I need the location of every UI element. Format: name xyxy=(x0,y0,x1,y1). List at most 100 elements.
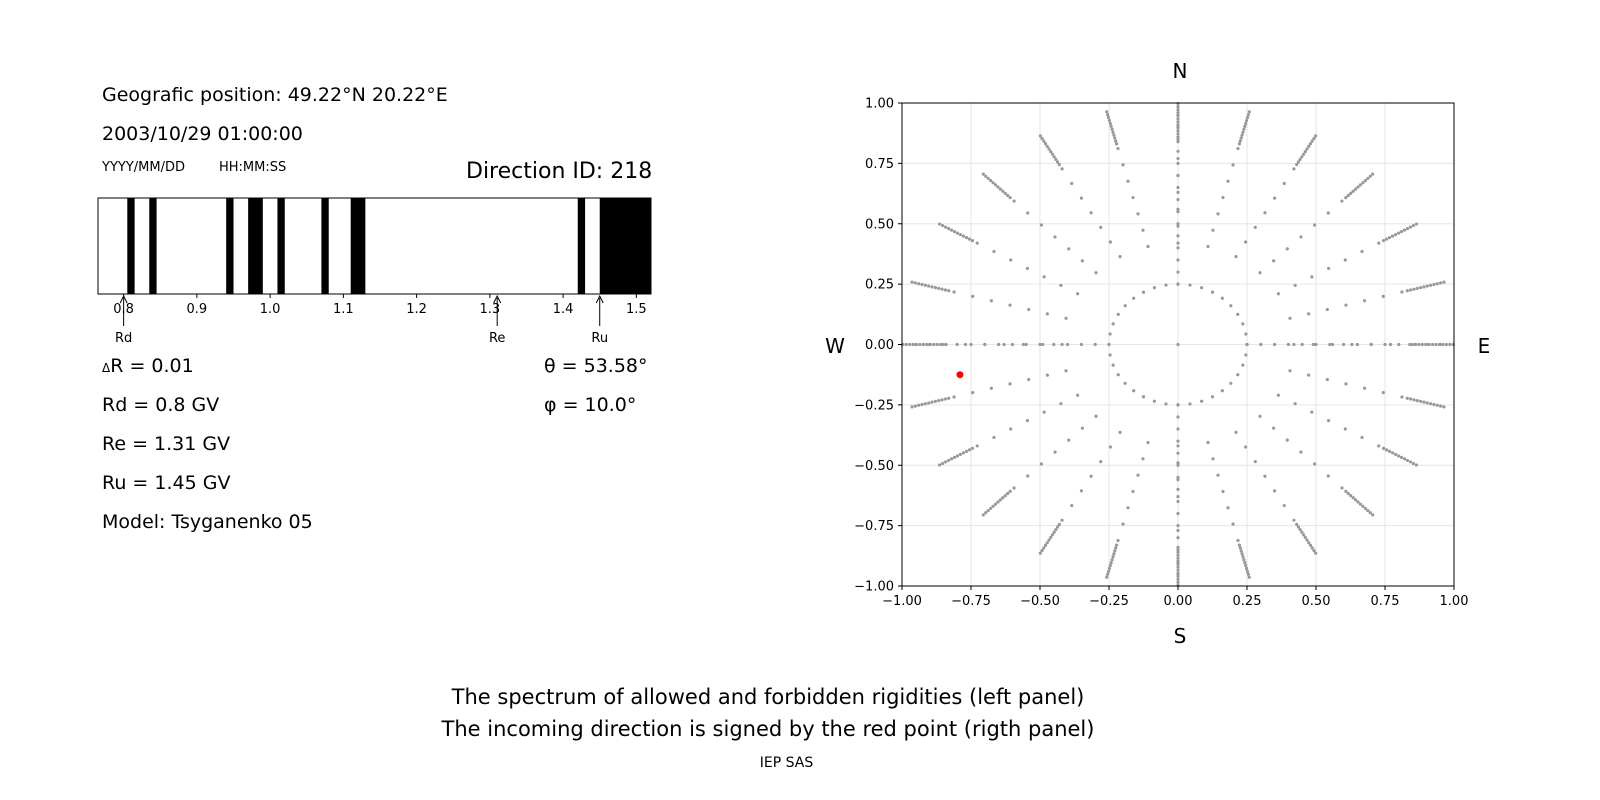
direction-point xyxy=(1108,353,1112,357)
direction-point xyxy=(1343,427,1347,431)
direction-point xyxy=(996,500,1000,504)
direction-point xyxy=(1050,152,1055,156)
direction-point xyxy=(1305,538,1309,542)
direction-point xyxy=(961,234,966,238)
direction-point xyxy=(1371,513,1375,517)
direction-point xyxy=(941,342,945,347)
direction-point xyxy=(1176,550,1180,554)
direction-point xyxy=(1303,535,1307,540)
direction-point xyxy=(1438,342,1442,347)
direction-point xyxy=(1435,282,1439,286)
direction-point xyxy=(1176,553,1180,557)
direction-point xyxy=(1349,494,1353,498)
direction-point xyxy=(1282,181,1286,186)
direction-point xyxy=(921,342,925,347)
direction-point xyxy=(910,280,914,284)
direction-point xyxy=(1111,555,1115,559)
direction-point xyxy=(940,223,945,228)
direction-point xyxy=(1307,373,1311,377)
direction-point xyxy=(1246,572,1250,576)
direction-point xyxy=(1176,282,1180,286)
direction-point xyxy=(1176,565,1180,569)
direction-point xyxy=(1176,135,1180,139)
direction-point xyxy=(1003,191,1007,195)
direction-point xyxy=(1346,193,1350,198)
direction-point xyxy=(1176,111,1180,115)
direction-point xyxy=(1176,415,1180,419)
direction-point xyxy=(1176,487,1180,491)
marker-label: Re xyxy=(489,331,505,346)
direction-point xyxy=(1176,125,1180,129)
direction-point xyxy=(1176,560,1180,564)
direction-point xyxy=(1405,289,1409,293)
direction-point xyxy=(910,405,914,409)
direction-point xyxy=(1310,275,1314,279)
direction-point xyxy=(1047,147,1051,151)
y-tick-label: 1.00 xyxy=(865,97,894,112)
direction-point xyxy=(1176,161,1180,165)
direction-point xyxy=(955,231,960,235)
direction-point xyxy=(1110,558,1114,562)
direction-point xyxy=(1176,258,1180,262)
direction-point xyxy=(1425,284,1429,288)
direction-point xyxy=(1240,133,1244,137)
x-tick-label: 1.3 xyxy=(480,302,501,317)
direction-point xyxy=(952,290,956,294)
direction-point xyxy=(1371,172,1375,176)
direction-point xyxy=(1390,234,1395,238)
direction-point xyxy=(937,286,941,291)
direction-point xyxy=(1025,418,1030,423)
direction-point xyxy=(1350,342,1354,347)
direction-point xyxy=(1211,457,1215,461)
x-tick-label: −0.50 xyxy=(1020,594,1060,609)
direction-point xyxy=(1411,223,1416,228)
scatter-points xyxy=(901,102,1455,587)
direction-point xyxy=(1400,290,1404,294)
direction-point xyxy=(1176,207,1180,211)
spectrum-x-ticks: 0.8 0.9 1.0 1.1 1.2 1.3 1.4 1.5 xyxy=(113,294,647,317)
direction-point xyxy=(1381,294,1385,298)
direction-point xyxy=(1300,155,1304,159)
direction-point xyxy=(932,342,936,347)
direction-point xyxy=(944,342,948,347)
direction-point xyxy=(961,451,966,455)
direction-point xyxy=(1299,450,1303,454)
direction-point xyxy=(1176,198,1180,202)
direction-point xyxy=(1258,414,1262,418)
forbidden-band xyxy=(277,198,285,294)
direction-point xyxy=(1206,244,1210,249)
compass-north: N xyxy=(1173,59,1188,83)
direction-point xyxy=(1176,403,1180,407)
direction-point xyxy=(1242,127,1246,131)
direction-point xyxy=(997,342,1001,347)
direction-point xyxy=(1220,389,1224,393)
direction-point xyxy=(1053,235,1057,239)
direction-point xyxy=(1116,146,1120,151)
marker-arrow-head xyxy=(595,294,604,304)
direction-point xyxy=(1176,246,1180,250)
compass-west: W xyxy=(825,334,845,358)
direction-point xyxy=(1111,130,1115,134)
direction-point xyxy=(1176,137,1180,141)
direction-point xyxy=(1238,139,1242,143)
direction-point xyxy=(1415,286,1419,291)
direction-point xyxy=(920,282,924,287)
direction-point xyxy=(1300,342,1304,347)
direction-point xyxy=(1293,402,1297,406)
direction-point xyxy=(1055,160,1060,164)
direction-point xyxy=(1123,304,1127,308)
direction-point xyxy=(1060,518,1064,522)
direction-point xyxy=(1176,572,1180,576)
direction-point xyxy=(1288,316,1292,320)
direction-point xyxy=(1412,398,1416,402)
direction-point xyxy=(1344,382,1348,386)
direction-point xyxy=(1444,342,1449,347)
direction-point xyxy=(1176,451,1180,455)
marker-arrow-head xyxy=(119,294,128,304)
direction-point xyxy=(1112,133,1116,137)
direction-point xyxy=(913,404,918,408)
direction-point xyxy=(975,241,979,245)
direction-point xyxy=(1420,342,1424,347)
direction-point xyxy=(958,452,963,456)
direction-point xyxy=(1141,395,1146,399)
